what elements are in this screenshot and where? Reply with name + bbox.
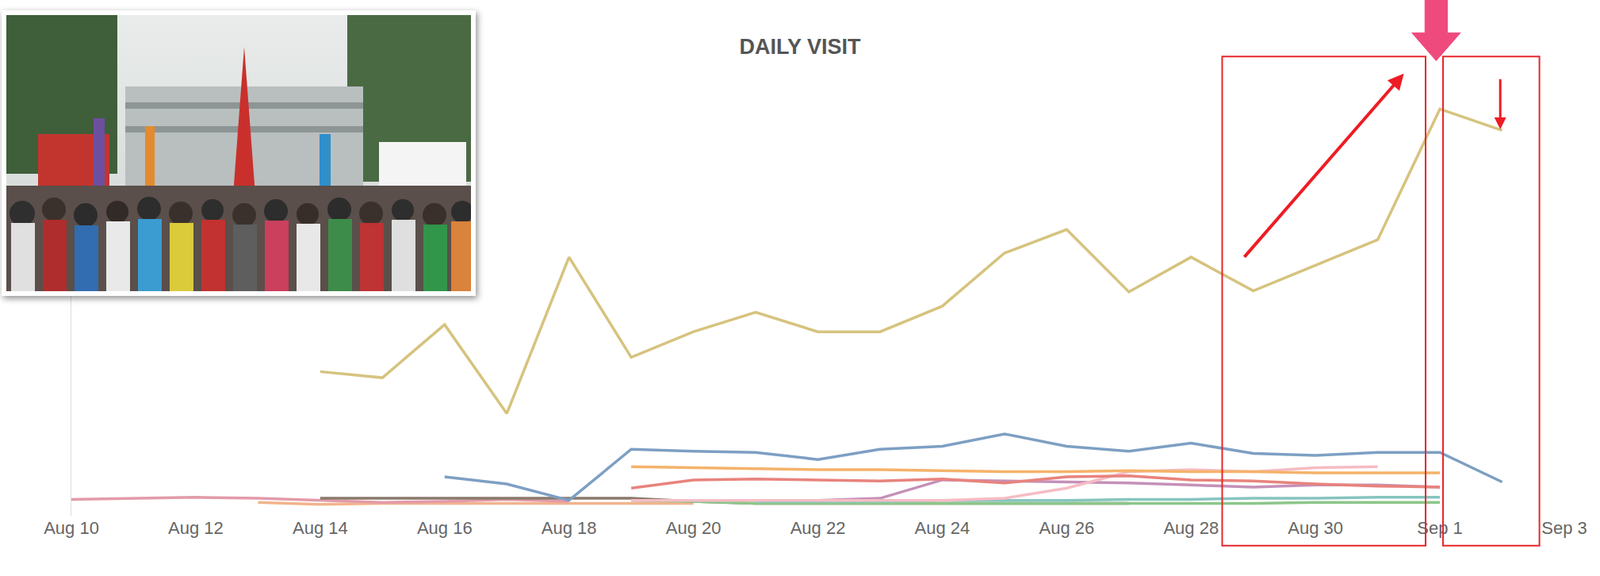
svg-text:Aug 10: Aug 10: [43, 517, 100, 538]
svg-text:Aug 24: Aug 24: [914, 517, 971, 538]
svg-text:Aug 26: Aug 26: [1038, 517, 1095, 538]
svg-text:Aug 28: Aug 28: [1163, 517, 1219, 538]
svg-text:Aug 18: Aug 18: [541, 517, 598, 538]
svg-text:Sep 1: Sep 1: [1416, 517, 1463, 538]
svg-text:Sep 3: Sep 3: [1541, 517, 1588, 538]
svg-text:Aug 22: Aug 22: [790, 517, 846, 538]
svg-text:Aug 14: Aug 14: [292, 517, 349, 538]
svg-text:Aug 20: Aug 20: [666, 517, 722, 538]
svg-text:Aug 30: Aug 30: [1287, 517, 1344, 538]
svg-text:DAILY VISIT: DAILY VISIT: [738, 34, 862, 59]
svg-text:Aug 12: Aug 12: [168, 517, 224, 538]
svg-text:Aug 16: Aug 16: [417, 517, 473, 538]
